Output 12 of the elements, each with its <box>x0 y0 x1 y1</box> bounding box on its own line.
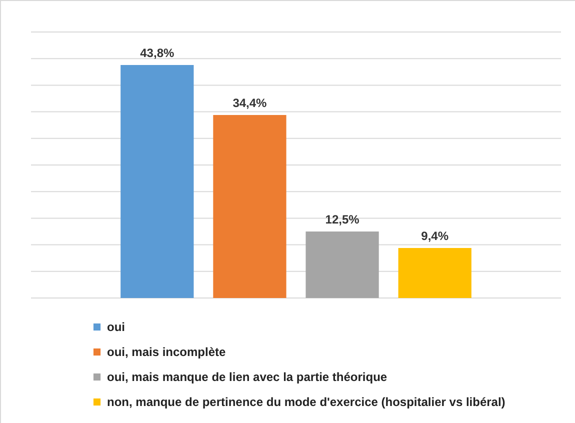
legend-label: oui, mais incomplète <box>107 345 226 359</box>
bar <box>120 64 194 298</box>
bar <box>213 114 286 298</box>
legend-label: non, manque de pertinence du mode d'exercice (hospitalier vs libéral) <box>107 395 506 409</box>
legend-label: oui <box>107 320 125 334</box>
data-label: 9,4% <box>421 228 449 243</box>
data-label: 43,8% <box>140 46 174 60</box>
bar <box>398 248 472 298</box>
data-label: 34,4% <box>232 96 268 110</box>
bar <box>306 232 379 298</box>
legend-label: oui, mais manque de lien avec la partie théorique <box>107 370 388 384</box>
data-label: 12,5% <box>325 212 360 226</box>
